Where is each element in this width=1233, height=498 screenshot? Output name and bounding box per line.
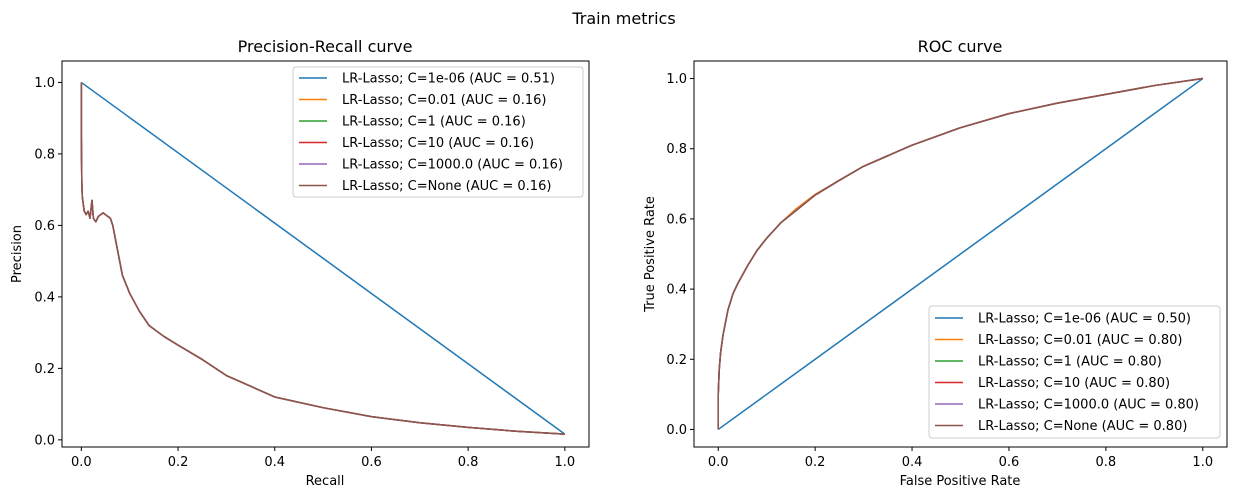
roc-y-tick-label: 1.0 (666, 72, 687, 87)
pr-x-tick-label: 0.2 (168, 455, 189, 470)
pr-legend-items: LR-Lasso; C=1e-06 (AUC = 0.51) LR-Lasso; … (299, 72, 563, 194)
pr-legend-label: LR-Lasso; C=0.01 (AUC = 0.16) (342, 93, 546, 108)
pr-legend-label: LR-Lasso; C=1 (AUC = 0.16) (342, 115, 526, 130)
roc-legend-items: LR-Lasso; C=1e-06 (AUC = 0.50) LR-Lasso; … (935, 312, 1199, 434)
pr-x-tick-label: 1.0 (554, 455, 575, 470)
pr-y-tick-label: 0.2 (34, 362, 55, 377)
pr-x-axis-label: Recall (306, 474, 345, 489)
pr-legend-label: LR-Lasso; C=None (AUC = 0.16) (342, 179, 551, 194)
roc-ticks: 0.0 0.2 0.4 0.6 0.8 1.0 0.0 0.2 0.4 0.6 0.8 1.0 (666, 72, 1213, 470)
pr-legend-label: LR-Lasso; C=1e-06 (AUC = 0.51) (342, 72, 555, 87)
roc-x-tick-label: 0.0 (708, 455, 729, 470)
roc-y-tick-label: 0.8 (666, 142, 687, 157)
figure-suptitle: Train metrics (571, 9, 675, 28)
roc-panel: ROC curve False Positive Rate True Posit… (643, 37, 1228, 489)
roc-series-line-5 (717, 77, 1203, 430)
roc-chart-title: ROC curve (918, 37, 1003, 56)
pr-y-tick-label: 0.0 (34, 433, 55, 448)
pr-legend-box (292, 66, 584, 198)
roc-x-tick-label: 0.4 (902, 455, 923, 470)
roc-x-tick-label: 0.8 (1096, 455, 1117, 470)
pr-series (80, 81, 566, 435)
pr-x-tick-label: 0.4 (264, 455, 285, 470)
roc-x-tick-label: 0.6 (999, 455, 1020, 470)
roc-x-tick-label: 1.0 (1192, 455, 1213, 470)
roc-y-tick-label: 0.0 (666, 423, 687, 438)
roc-legend-label: LR-Lasso; C=1e-06 (AUC = 0.50) (978, 312, 1191, 327)
roc-x-tick-label: 0.2 (805, 455, 826, 470)
roc-legend-label: LR-Lasso; C=1000.0 (AUC = 0.80) (978, 398, 1199, 413)
roc-axes-frame (693, 60, 1228, 448)
roc-y-tick-label: 0.2 (666, 353, 687, 368)
roc-series (717, 77, 1204, 431)
pr-series-line-0 (80, 81, 566, 435)
pr-y-tick-label: 0.8 (34, 147, 55, 162)
roc-series-line-0 (717, 77, 1204, 431)
roc-legend-label: LR-Lasso; C=10 (AUC = 0.80) (978, 376, 1170, 391)
pr-series-line-5 (80, 82, 565, 435)
pr-chart-title: Precision-Recall curve (238, 37, 413, 56)
pr-y-tick-label: 0.4 (34, 290, 55, 305)
pr-legend: LR-Lasso; C=1e-06 (AUC = 0.51) LR-Lasso; … (292, 66, 584, 198)
roc-legend: LR-Lasso; C=1e-06 (AUC = 0.50) LR-Lasso; … (928, 305, 1221, 439)
pr-x-tick-label: 0.8 (458, 455, 479, 470)
roc-x-axis-label: False Positive Rate (900, 474, 1021, 489)
roc-legend-label: LR-Lasso; C=None (AUC = 0.80) (978, 419, 1187, 434)
roc-legend-label: LR-Lasso; C=1 (AUC = 0.80) (978, 355, 1162, 370)
pr-y-tick-label: 1.0 (34, 76, 55, 91)
pr-y-tick-label: 0.6 (34, 219, 55, 234)
roc-legend-label: LR-Lasso; C=0.01 (AUC = 0.80) (978, 333, 1182, 348)
roc-y-tick-label: 0.6 (666, 212, 687, 227)
roc-legend-box (928, 305, 1221, 439)
pr-ticks: 0.0 0.2 0.4 0.6 0.8 1.0 0.0 0.2 0.4 0.6 0.8 1.0 (34, 76, 575, 470)
pr-x-tick-label: 0.0 (71, 455, 92, 470)
pr-x-tick-label: 0.6 (361, 455, 382, 470)
roc-y-axis-label: True Positive Rate (643, 196, 658, 313)
precision-recall-panel: Precision-Recall curve Recall Precision … (10, 37, 590, 489)
pr-legend-label: LR-Lasso; C=10 (AUC = 0.16) (342, 136, 534, 151)
pr-legend-label: LR-Lasso; C=1000.0 (AUC = 0.16) (342, 158, 563, 173)
pr-axes-frame (61, 60, 590, 448)
pr-y-axis-label: Precision (10, 225, 25, 283)
roc-y-tick-label: 0.4 (666, 283, 687, 298)
